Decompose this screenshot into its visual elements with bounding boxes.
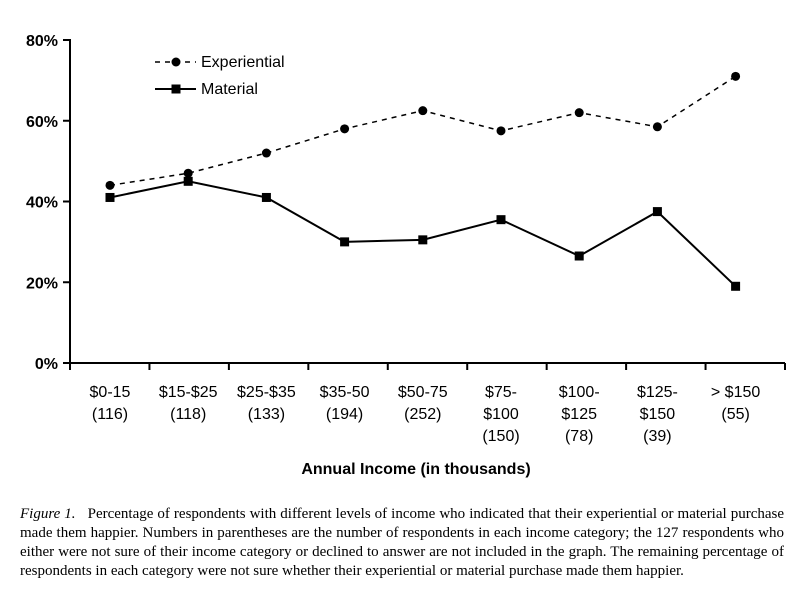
material-point: [574, 251, 584, 261]
x-tick-label: $15-$25 (118): [159, 384, 218, 423]
x-ticks: $0-15 (116) $15-$25 (118) $25-$35 (133) $35-50…: [69, 363, 786, 445]
series-layer: [105, 71, 741, 291]
figure-caption: Figure 1. Percentage of respondents with…: [20, 505, 784, 581]
material-point: [340, 237, 350, 247]
material-point: [418, 235, 428, 245]
x-tick-label: $0-15 (116): [90, 384, 131, 423]
x-tick-label: > $150 (55): [711, 384, 760, 423]
experiential-point: [574, 108, 584, 118]
y-tick-label: 0%: [35, 356, 58, 373]
figure-label: Figure 1.: [20, 506, 76, 522]
material-point: [183, 176, 193, 186]
experiential-point: [340, 124, 350, 134]
legend-experiential-label: Experiential: [201, 54, 285, 71]
x-tick-label: $100-$125 (78): [559, 384, 600, 445]
x-tick-label: $75-$100 (150): [482, 384, 519, 445]
material-line: [109, 180, 737, 288]
y-tick-label: 20%: [26, 275, 58, 292]
material-point: [652, 207, 662, 217]
experiential-point: [105, 180, 115, 190]
x-tick-label: $125-$150 (39): [637, 384, 678, 445]
x-tick-label: $35-50 (194): [320, 384, 370, 423]
legend-experiential-marker: [171, 57, 181, 67]
material-point: [105, 192, 115, 202]
x-axis-title: Annual Income (in thousands): [301, 461, 530, 478]
experiential-point: [183, 168, 193, 178]
caption-text: Percentage of respondents with different…: [20, 506, 784, 579]
experiential-point: [731, 71, 741, 81]
experiential-point: [652, 122, 662, 132]
line-chart: 0% 20% 40% 60% 80% $0-15 (116) $15-$25 (118) $25…: [26, 33, 786, 478]
legend-material-marker: [171, 84, 181, 94]
legend: Experiential Material: [155, 54, 285, 98]
y-tick-label: 60%: [26, 114, 58, 131]
material-point: [496, 215, 506, 225]
experiential-point: [496, 126, 506, 136]
experiential-point: [418, 106, 428, 116]
experiential-point: [261, 148, 271, 158]
y-tick-label: 80%: [26, 33, 58, 50]
material-point: [731, 281, 741, 291]
x-tick-label: $50-75 (252): [398, 384, 448, 423]
x-tick-label: $25-$35 (133): [237, 384, 296, 423]
y-tick-label: 40%: [26, 195, 58, 212]
legend-material-label: Material: [201, 81, 258, 98]
material-point: [261, 192, 271, 202]
y-ticks: 0% 20% 40% 60% 80%: [26, 33, 70, 373]
